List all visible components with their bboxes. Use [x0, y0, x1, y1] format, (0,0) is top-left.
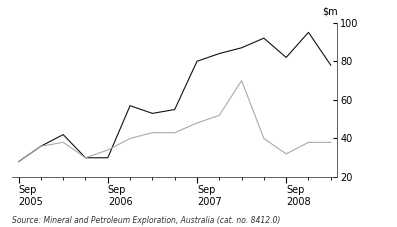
Petroleum: [284, 153, 289, 155]
Petroleum: [83, 156, 88, 159]
Petroleum: [195, 122, 199, 124]
Petroleum: [39, 145, 43, 148]
Minerals: [284, 56, 289, 59]
Text: Source: Mineral and Petroleum Exploration, Australia (cat. no. 8412.0): Source: Mineral and Petroleum Exploratio…: [12, 216, 280, 225]
Minerals: [150, 112, 155, 115]
Petroleum: [150, 131, 155, 134]
Minerals: [61, 133, 66, 136]
Line: Petroleum: Petroleum: [19, 81, 331, 162]
Petroleum: [328, 141, 333, 144]
Petroleum: [61, 141, 66, 144]
Minerals: [106, 156, 110, 159]
Minerals: [328, 64, 333, 67]
Minerals: [172, 108, 177, 111]
Minerals: [217, 52, 222, 55]
Minerals: [262, 37, 266, 39]
Text: $m: $m: [322, 7, 337, 17]
Petroleum: [172, 131, 177, 134]
Petroleum: [128, 137, 133, 140]
Minerals: [239, 46, 244, 49]
Petroleum: [106, 149, 110, 151]
Minerals: [83, 156, 88, 159]
Line: Minerals: Minerals: [19, 32, 331, 162]
Petroleum: [217, 114, 222, 117]
Petroleum: [239, 79, 244, 82]
Petroleum: [16, 160, 21, 163]
Petroleum: [262, 137, 266, 140]
Minerals: [16, 160, 21, 163]
Minerals: [195, 60, 199, 63]
Petroleum: [306, 141, 311, 144]
Minerals: [39, 145, 43, 148]
Minerals: [128, 104, 133, 107]
Minerals: [306, 31, 311, 34]
